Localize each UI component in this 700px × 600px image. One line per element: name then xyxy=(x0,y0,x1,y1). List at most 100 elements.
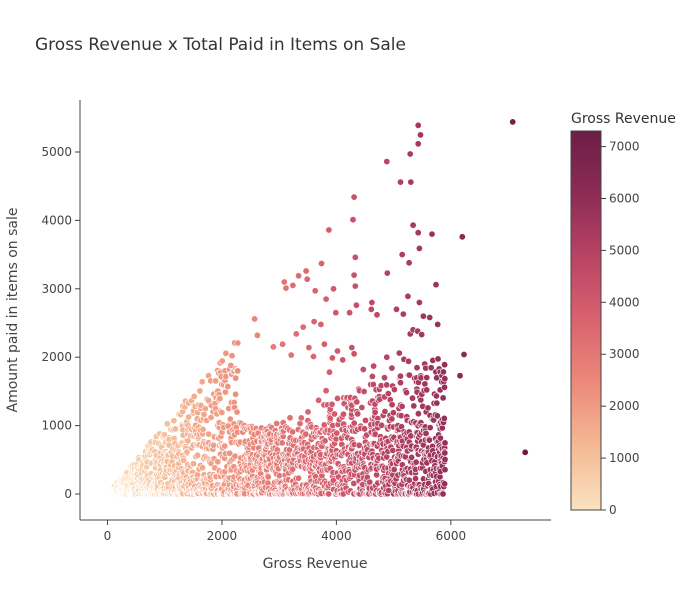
data-point xyxy=(399,310,407,318)
data-point xyxy=(304,408,312,416)
data-point xyxy=(218,408,226,416)
data-point xyxy=(317,259,325,267)
data-point xyxy=(388,415,396,423)
data-point xyxy=(396,372,404,380)
data-point xyxy=(436,434,444,442)
data-point xyxy=(440,414,448,422)
data-point xyxy=(350,193,358,201)
data-point xyxy=(207,413,215,421)
data-point xyxy=(360,425,368,433)
data-point xyxy=(199,425,207,433)
data-point xyxy=(509,118,517,126)
data-point xyxy=(409,221,417,229)
data-point xyxy=(226,415,234,423)
data-point xyxy=(325,368,333,376)
data-point xyxy=(287,351,295,359)
data-point xyxy=(380,374,388,382)
data-point xyxy=(297,414,305,422)
data-point xyxy=(227,361,235,369)
data-point xyxy=(397,412,405,420)
data-point xyxy=(228,352,236,360)
data-point xyxy=(353,398,361,406)
data-point xyxy=(371,408,379,416)
data-point xyxy=(214,458,222,466)
data-point xyxy=(348,344,356,352)
data-point xyxy=(414,229,422,237)
data-point xyxy=(232,374,240,382)
data-point xyxy=(171,425,179,433)
x-tick-label: 4000 xyxy=(321,529,352,543)
colorbar-tick-label: 2000 xyxy=(609,399,640,413)
data-point xyxy=(325,490,333,498)
data-point xyxy=(163,420,171,428)
data-point xyxy=(433,412,441,420)
data-point xyxy=(210,441,218,449)
data-point xyxy=(358,403,366,411)
data-point xyxy=(456,372,464,380)
data-point xyxy=(423,374,431,382)
data-point xyxy=(350,271,358,279)
y-tick-label: 0 xyxy=(64,487,72,501)
data-point xyxy=(315,396,323,404)
data-point xyxy=(414,410,422,418)
data-point xyxy=(289,465,297,473)
data-point xyxy=(458,233,466,241)
data-point xyxy=(383,269,391,277)
data-point xyxy=(428,230,436,238)
data-point xyxy=(333,394,341,402)
data-point xyxy=(216,395,224,403)
data-point xyxy=(416,131,424,139)
data-point xyxy=(200,410,208,418)
data-point xyxy=(383,158,391,166)
data-point xyxy=(388,364,396,372)
data-point xyxy=(426,313,434,321)
colorbar-tick-label: 7000 xyxy=(609,140,640,154)
x-tick-label: 0 xyxy=(104,529,112,543)
data-point xyxy=(361,416,369,424)
data-point xyxy=(405,259,413,267)
data-point xyxy=(264,473,272,481)
data-point xyxy=(289,281,297,289)
data-points xyxy=(104,118,529,498)
data-point xyxy=(170,417,178,425)
data-point xyxy=(460,350,468,358)
y-axis-label: Amount paid in items on sale xyxy=(5,207,21,412)
data-point xyxy=(326,414,334,422)
data-point xyxy=(296,420,304,428)
data-point xyxy=(360,387,368,395)
data-point xyxy=(253,331,261,339)
data-point xyxy=(390,466,398,474)
data-point xyxy=(441,439,449,447)
data-point xyxy=(413,364,421,372)
data-point xyxy=(320,340,328,348)
colorbar-tick-label: 3000 xyxy=(609,347,640,361)
data-point xyxy=(381,407,389,415)
data-point xyxy=(305,344,313,352)
data-point xyxy=(329,476,337,484)
data-point xyxy=(424,404,432,412)
data-point xyxy=(392,305,400,313)
data-point xyxy=(295,272,303,280)
data-point xyxy=(410,402,418,410)
data-point xyxy=(350,350,358,358)
data-point xyxy=(419,312,427,320)
data-point xyxy=(440,383,448,391)
data-point xyxy=(351,253,359,261)
data-point xyxy=(352,301,360,309)
data-point xyxy=(196,387,204,395)
data-point xyxy=(405,371,413,379)
data-point xyxy=(325,226,333,234)
colorbar-title: Gross Revenue xyxy=(571,111,676,127)
data-point xyxy=(432,392,440,400)
data-point xyxy=(222,349,230,357)
data-point xyxy=(299,323,307,331)
data-point xyxy=(441,466,449,474)
data-point xyxy=(322,295,330,303)
colorbar-gradient xyxy=(570,130,602,511)
data-point xyxy=(390,386,398,394)
data-point xyxy=(199,464,207,472)
data-point xyxy=(185,413,193,421)
data-point xyxy=(398,251,406,259)
data-point xyxy=(226,449,234,457)
